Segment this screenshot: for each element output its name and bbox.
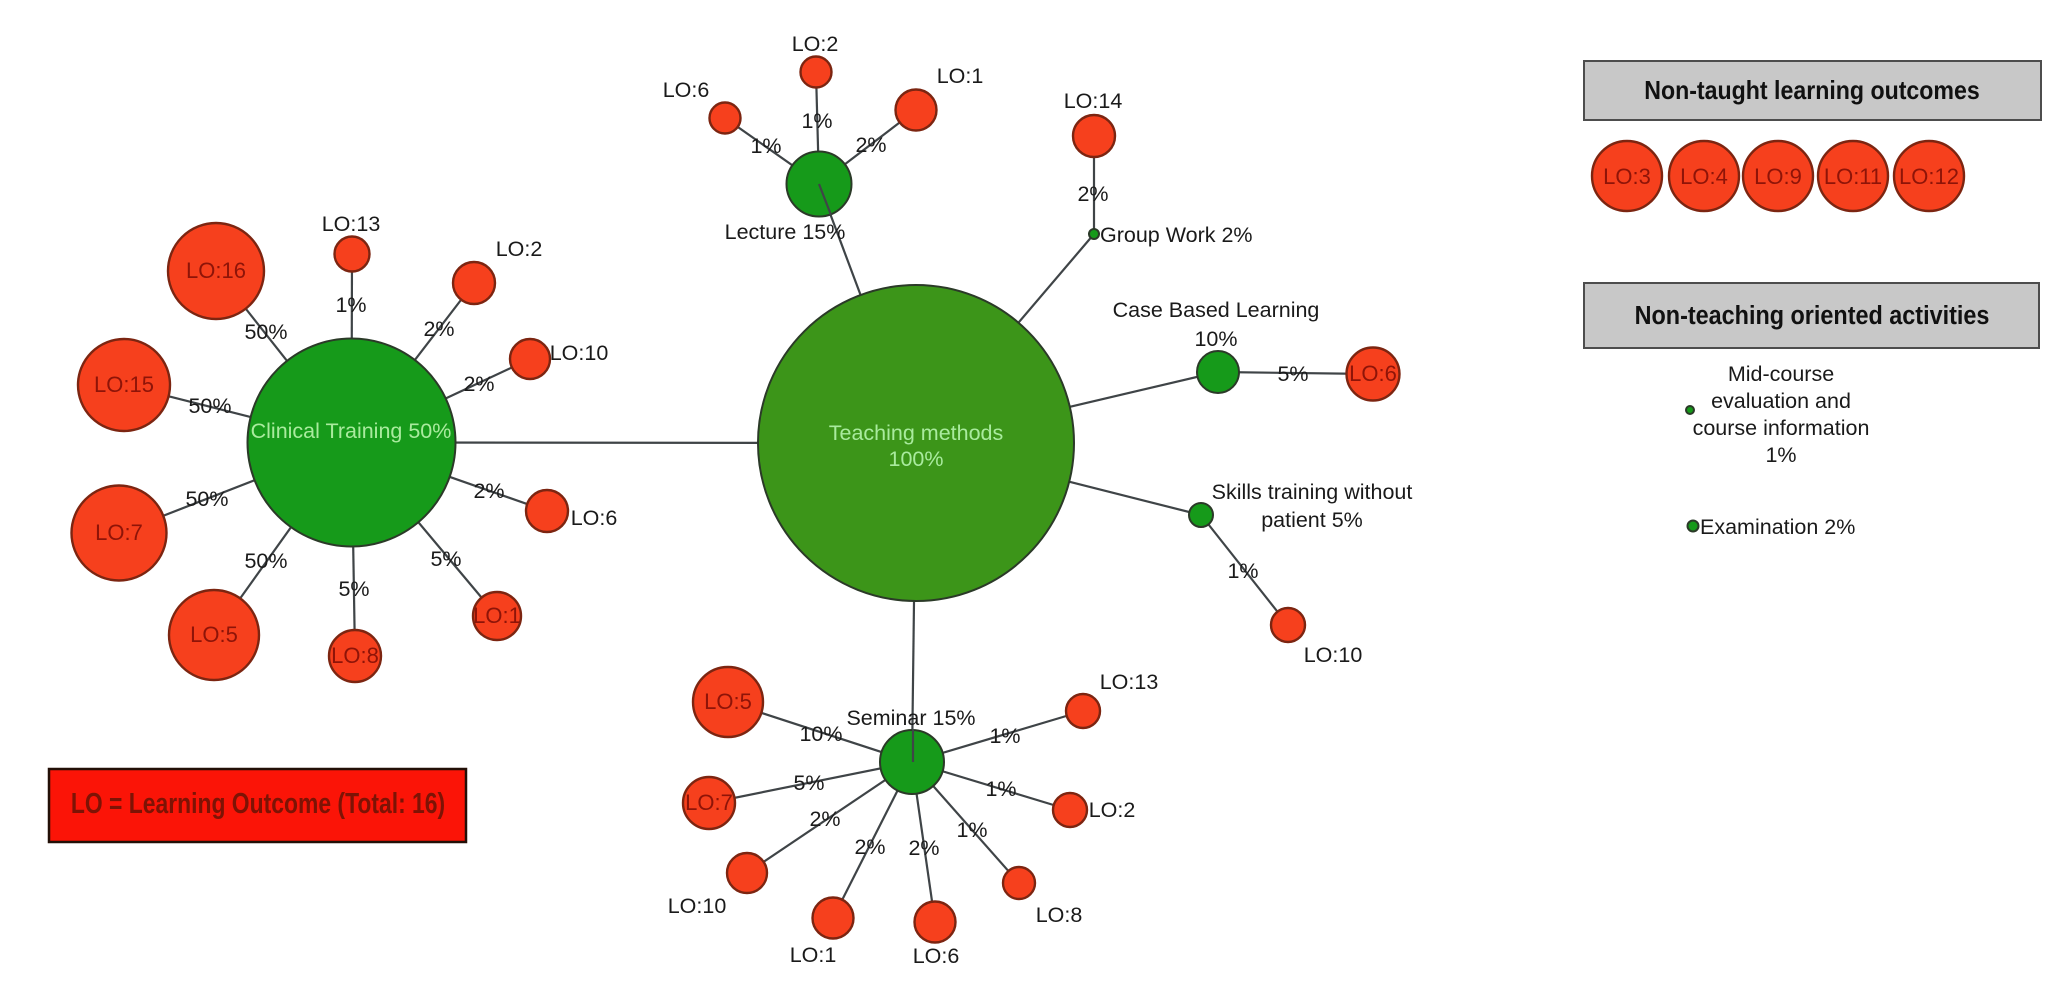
svg-text:Clinical Training 50%: Clinical Training 50% — [251, 419, 452, 443]
svg-text:LO:7: LO:7 — [685, 790, 733, 815]
svg-text:100%: 100% — [889, 447, 944, 471]
svg-text:LO:2: LO:2 — [1089, 798, 1136, 822]
svg-text:LO:11: LO:11 — [1824, 164, 1882, 189]
svg-text:Skills training without: Skills training without — [1212, 480, 1413, 504]
svg-text:1%: 1% — [801, 109, 832, 133]
svg-text:2%: 2% — [809, 807, 840, 831]
svg-text:2%: 2% — [854, 835, 885, 859]
svg-text:Mid-course: Mid-course — [1728, 362, 1834, 386]
svg-text:LO:7: LO:7 — [95, 520, 143, 545]
svg-text:1%: 1% — [956, 818, 987, 842]
svg-text:1%: 1% — [335, 293, 366, 317]
svg-text:LO:16: LO:16 — [186, 258, 246, 283]
svg-text:2%: 2% — [1077, 182, 1108, 206]
svg-text:LO:5: LO:5 — [704, 689, 752, 714]
svg-text:LO:1: LO:1 — [473, 603, 521, 628]
svg-text:LO:6: LO:6 — [1349, 361, 1397, 386]
svg-text:evaluation and: evaluation and — [1711, 389, 1851, 413]
svg-text:LO:2: LO:2 — [496, 237, 543, 261]
svg-text:5%: 5% — [793, 771, 824, 795]
svg-text:course information: course information — [1693, 416, 1870, 440]
svg-text:10%: 10% — [799, 722, 842, 746]
svg-text:50%: 50% — [244, 549, 287, 573]
svg-text:LO:6: LO:6 — [913, 944, 960, 968]
svg-text:Teaching methods: Teaching methods — [829, 421, 1004, 445]
svg-text:5%: 5% — [1277, 362, 1308, 386]
svg-text:2%: 2% — [908, 836, 939, 860]
svg-text:patient 5%: patient 5% — [1261, 508, 1363, 532]
svg-text:5%: 5% — [338, 577, 369, 601]
svg-text:1%: 1% — [1227, 559, 1258, 583]
svg-text:Group Work 2%: Group Work 2% — [1100, 223, 1253, 247]
svg-text:1%: 1% — [985, 777, 1016, 801]
svg-text:LO:13: LO:13 — [322, 212, 381, 236]
svg-text:Seminar 15%: Seminar 15% — [846, 706, 975, 730]
svg-text:50%: 50% — [185, 487, 228, 511]
svg-text:LO:6: LO:6 — [571, 506, 618, 530]
svg-text:Non-taught learning outcomes: Non-taught learning outcomes — [1644, 77, 1980, 106]
svg-text:LO:10: LO:10 — [668, 894, 727, 918]
svg-text:Lecture 15%: Lecture 15% — [725, 220, 846, 244]
svg-text:2%: 2% — [473, 479, 504, 503]
svg-text:LO:12: LO:12 — [1899, 164, 1959, 189]
svg-text:Case Based Learning: Case Based Learning — [1113, 298, 1320, 322]
svg-text:2%: 2% — [423, 317, 454, 341]
svg-text:LO:10: LO:10 — [1304, 643, 1363, 667]
svg-text:1%: 1% — [989, 724, 1020, 748]
svg-text:LO:1: LO:1 — [790, 943, 837, 967]
svg-text:Examination 2%: Examination 2% — [1700, 515, 1855, 539]
svg-text:LO:15: LO:15 — [94, 372, 154, 397]
svg-text:LO:6: LO:6 — [663, 78, 710, 102]
svg-text:LO = Learning Outcome (Total:: LO = Learning Outcome (Total: 16) — [71, 786, 445, 819]
svg-text:1%: 1% — [750, 134, 781, 158]
svg-text:5%: 5% — [430, 547, 461, 571]
svg-text:10%: 10% — [1194, 327, 1237, 351]
svg-text:50%: 50% — [244, 320, 287, 344]
svg-text:LO:8: LO:8 — [1036, 903, 1083, 927]
svg-text:LO:10: LO:10 — [550, 341, 609, 365]
svg-text:LO:3: LO:3 — [1603, 164, 1651, 189]
svg-text:LO:13: LO:13 — [1100, 670, 1159, 694]
svg-text:LO:1: LO:1 — [937, 64, 984, 88]
svg-text:Non-teaching oriented activiti: Non-teaching oriented activities — [1635, 302, 1990, 330]
svg-text:2%: 2% — [855, 133, 886, 157]
svg-text:2%: 2% — [463, 372, 494, 396]
svg-text:LO:9: LO:9 — [1754, 164, 1802, 189]
svg-text:1%: 1% — [1765, 443, 1796, 467]
svg-text:LO:14: LO:14 — [1064, 89, 1123, 113]
svg-text:LO:2: LO:2 — [792, 32, 839, 56]
svg-text:LO:5: LO:5 — [190, 622, 238, 647]
svg-text:50%: 50% — [188, 394, 231, 418]
svg-text:LO:8: LO:8 — [331, 643, 379, 668]
svg-text:LO:4: LO:4 — [1680, 164, 1728, 189]
